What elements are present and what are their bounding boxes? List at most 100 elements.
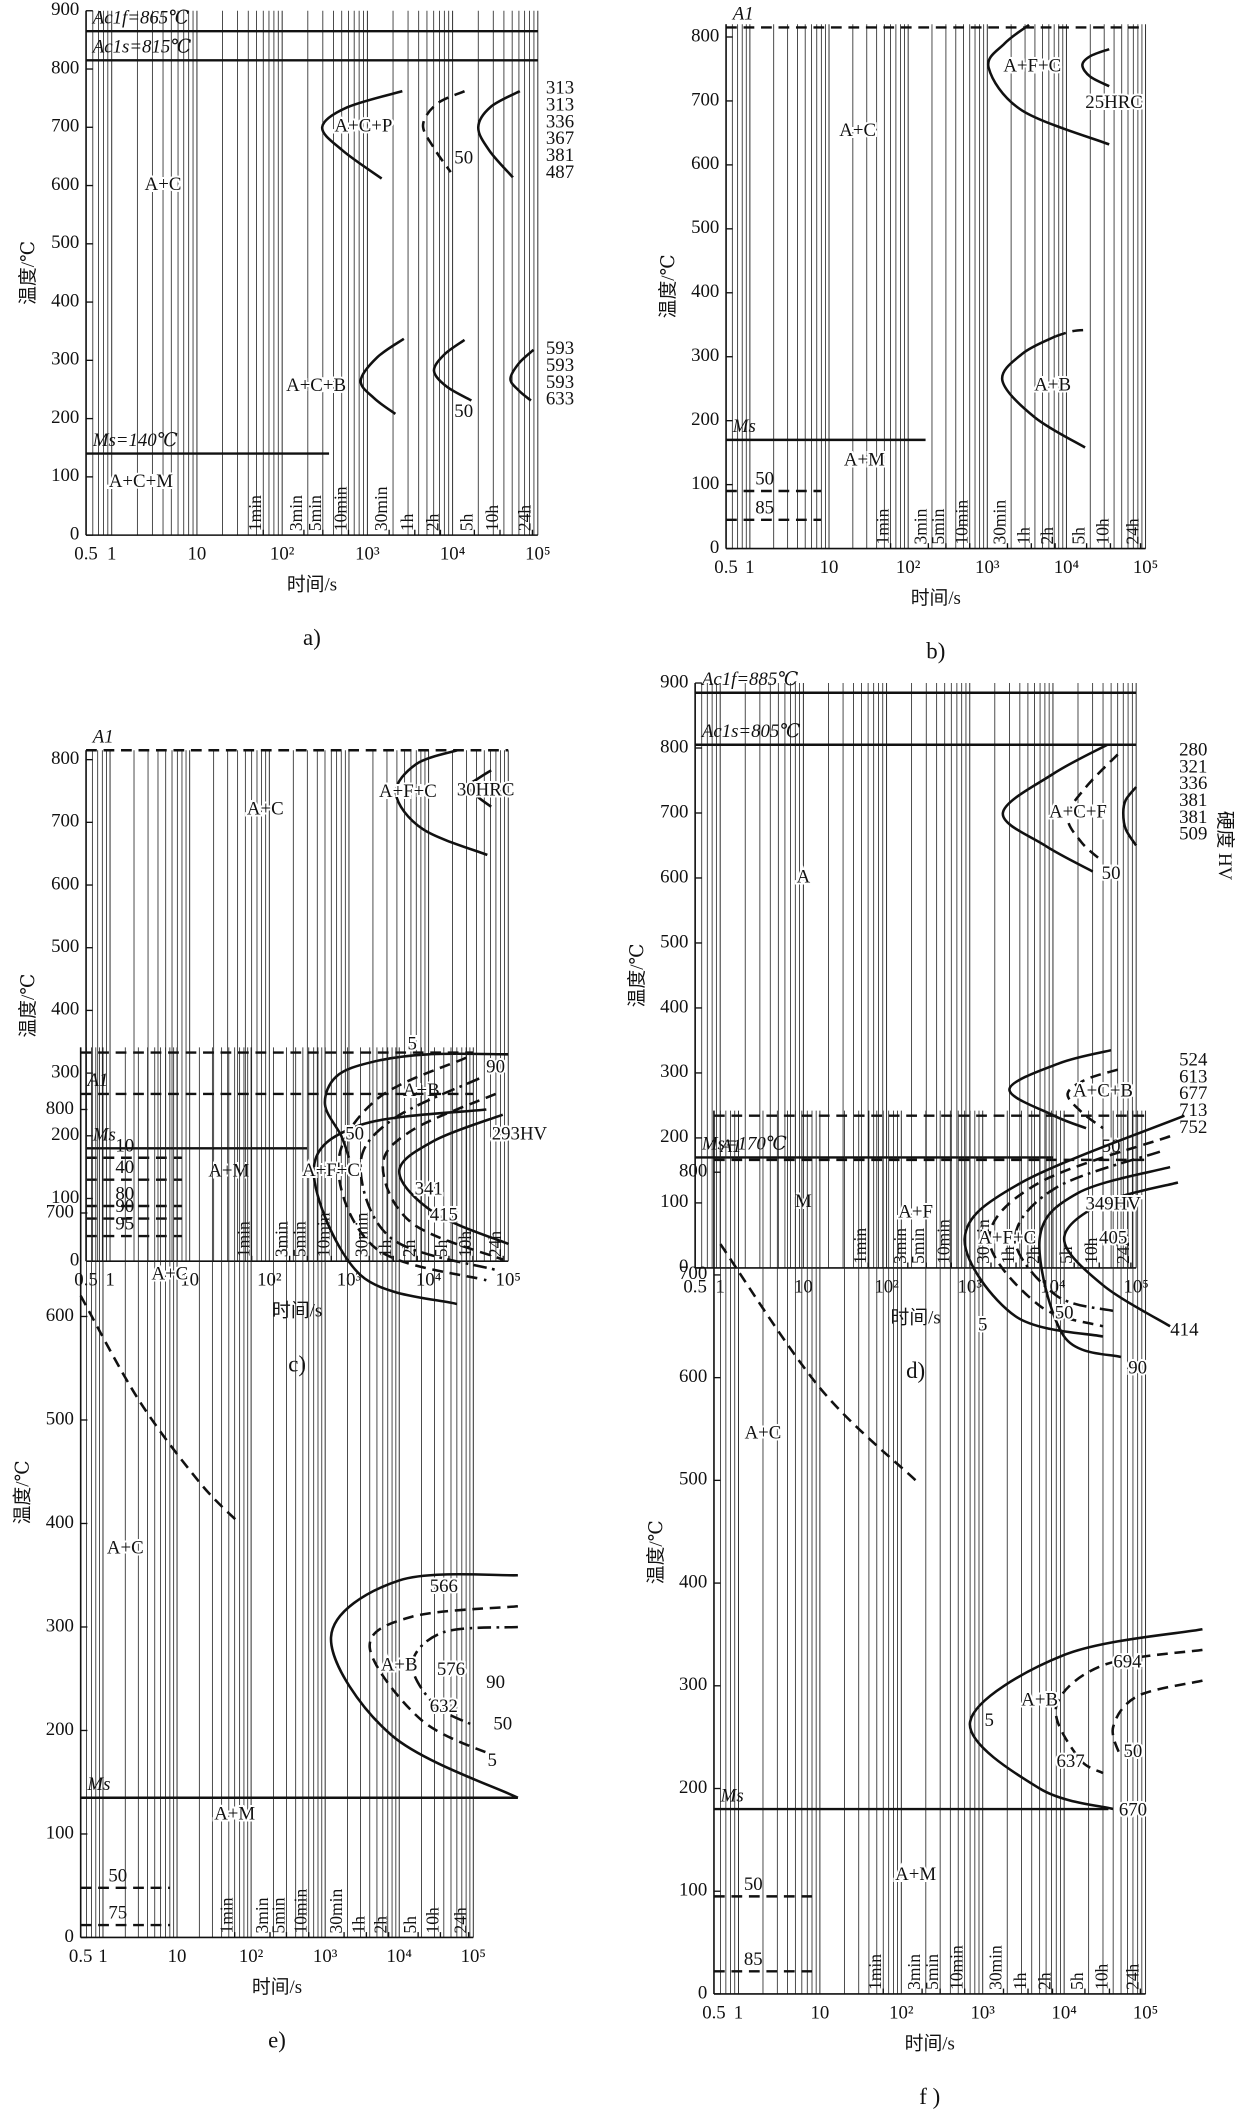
y-tick-label: 500 xyxy=(679,1469,707,1490)
hardness-label: 381 xyxy=(546,145,574,166)
y-tick-label: 600 xyxy=(51,174,79,195)
curve-note: 637 xyxy=(1056,1751,1084,1772)
time-mark-label: 5h xyxy=(1056,1246,1076,1264)
y-tick-label: 300 xyxy=(46,1615,74,1636)
x-tick-label: 10⁵ xyxy=(1133,557,1158,578)
y-axis-title: 温度/℃ xyxy=(645,1520,667,1584)
ref-line-label: Ac1f=885℃ xyxy=(700,669,798,690)
y-tick-label: 400 xyxy=(46,1512,74,1533)
y-tick-label: 400 xyxy=(660,996,688,1017)
x-tick-label: 10² xyxy=(270,544,295,565)
time-mark-label: 24h xyxy=(451,1907,471,1933)
y-tick-label: 800 xyxy=(51,57,79,78)
x-tick-label: 1 xyxy=(734,2002,743,2023)
transformation-curve xyxy=(509,348,535,402)
transformation-curve xyxy=(719,1243,917,1482)
time-mark-label: 5h xyxy=(1067,1972,1087,1990)
curve-note: 293HV xyxy=(492,1124,548,1145)
x-tick-label: 1 xyxy=(105,1270,114,1291)
region-label: A+F+C xyxy=(302,1160,360,1181)
region-label: A+C+B xyxy=(1073,1081,1133,1102)
ref-line-label: Ac1s=815℃ xyxy=(91,36,192,57)
x-axis-title: 时间/s xyxy=(252,1976,302,1998)
x-tick-label: 10³ xyxy=(975,557,1000,578)
curve-note: 670 xyxy=(1119,1799,1147,1820)
y-tick-label: 800 xyxy=(51,748,79,769)
hardness-label: 509 xyxy=(1179,824,1207,845)
transformation-curve xyxy=(1111,1679,1203,1759)
y-tick-label: 600 xyxy=(691,153,719,174)
y-tick-label: 300 xyxy=(691,345,719,366)
caption: c) xyxy=(288,1351,306,1376)
y-tick-label: 200 xyxy=(46,1719,74,1740)
curve-note: 50 xyxy=(1102,863,1121,884)
y-axis-title: 温度/℃ xyxy=(657,254,679,318)
y-axis-title: 温度/℃ xyxy=(626,944,648,1008)
ref-line-label: Ms=170℃ xyxy=(701,1134,787,1155)
curve-note: 90 xyxy=(1128,1358,1147,1379)
time-mark-label: 3min xyxy=(904,1954,924,1990)
transformation-curve xyxy=(394,749,488,857)
y-tick-label: 800 xyxy=(46,1098,74,1119)
hardness-label: 752 xyxy=(1179,1117,1207,1138)
x-tick-label: 10³ xyxy=(337,1270,362,1291)
y-tick-label: 0 xyxy=(70,1249,79,1270)
region-label: A+F+C xyxy=(1003,55,1061,76)
panel: 0.511010²10³10⁴10⁵0100200300400500600700… xyxy=(626,669,1236,1383)
ref-line-label: Ms xyxy=(732,416,756,437)
hardness-label: 713 xyxy=(1179,1100,1207,1121)
time-mark-label: 10h xyxy=(422,1907,442,1933)
hardness-label: 336 xyxy=(1179,773,1207,794)
ref-line-label: A1 xyxy=(91,726,114,747)
y-tick-label: 700 xyxy=(679,1263,707,1284)
time-mark-label: 5h xyxy=(431,1239,451,1257)
x-tick-label: 1 xyxy=(745,557,754,578)
right-axis-title: 硬度 HV xyxy=(1214,811,1236,881)
region-label: A+C xyxy=(839,120,876,141)
x-tick-label: 10⁵ xyxy=(1133,2002,1158,2023)
y-tick-label: 700 xyxy=(51,116,79,137)
caption: f ) xyxy=(919,2084,940,2109)
time-mark-label: 24h xyxy=(514,505,534,531)
x-tick-label: 10⁴ xyxy=(416,1270,442,1291)
time-mark-label: 1h xyxy=(998,1246,1018,1264)
region-label: A+F+C xyxy=(379,781,437,802)
y-tick-label: 100 xyxy=(660,1191,688,1212)
time-mark-label: 1min xyxy=(865,1954,885,1990)
time-mark-label: 2h xyxy=(422,513,442,531)
time-mark-label: 5min xyxy=(268,1897,288,1933)
transformation-curve xyxy=(1081,47,1110,88)
hardness-label: 487 xyxy=(546,162,574,183)
y-tick-label: 400 xyxy=(51,290,79,311)
transformation-curve xyxy=(1066,1068,1119,1130)
x-tick-label: 10² xyxy=(239,1946,264,1967)
y-tick-label: 200 xyxy=(660,1126,688,1147)
short-line-label: 80 xyxy=(115,1184,134,1205)
x-tick-label: 10⁵ xyxy=(461,1946,486,1967)
region-label: A+M xyxy=(844,449,885,470)
y-axis-title: 温度/℃ xyxy=(17,974,39,1038)
x-axis-title: 时间/s xyxy=(905,2032,955,2054)
x-tick-label: 10² xyxy=(257,1270,282,1291)
time-mark-label: 30min xyxy=(371,486,391,531)
curve-note: 5 xyxy=(984,1710,993,1731)
region-label: A+B xyxy=(1021,1690,1058,1711)
time-mark-label: 10min xyxy=(291,1889,311,1934)
hardness-label: 321 xyxy=(1179,756,1207,777)
x-tick-label: 10² xyxy=(874,1276,899,1297)
x-tick-label: 1 xyxy=(107,544,116,565)
time-mark-label: 10min xyxy=(952,500,972,545)
time-mark-label: 10min xyxy=(947,1945,967,1990)
hardness-label: 280 xyxy=(1179,740,1207,761)
transformation-curve xyxy=(986,23,1110,146)
y-tick-label: 300 xyxy=(51,349,79,370)
y-tick-label: 500 xyxy=(51,232,79,253)
curve-note: 50 xyxy=(1124,1741,1143,1762)
time-mark-label: 30min xyxy=(989,500,1009,545)
x-tick-label: 0.5 xyxy=(74,544,98,565)
y-tick-label: 0 xyxy=(679,1256,688,1277)
region-label: A+M xyxy=(895,1864,936,1885)
